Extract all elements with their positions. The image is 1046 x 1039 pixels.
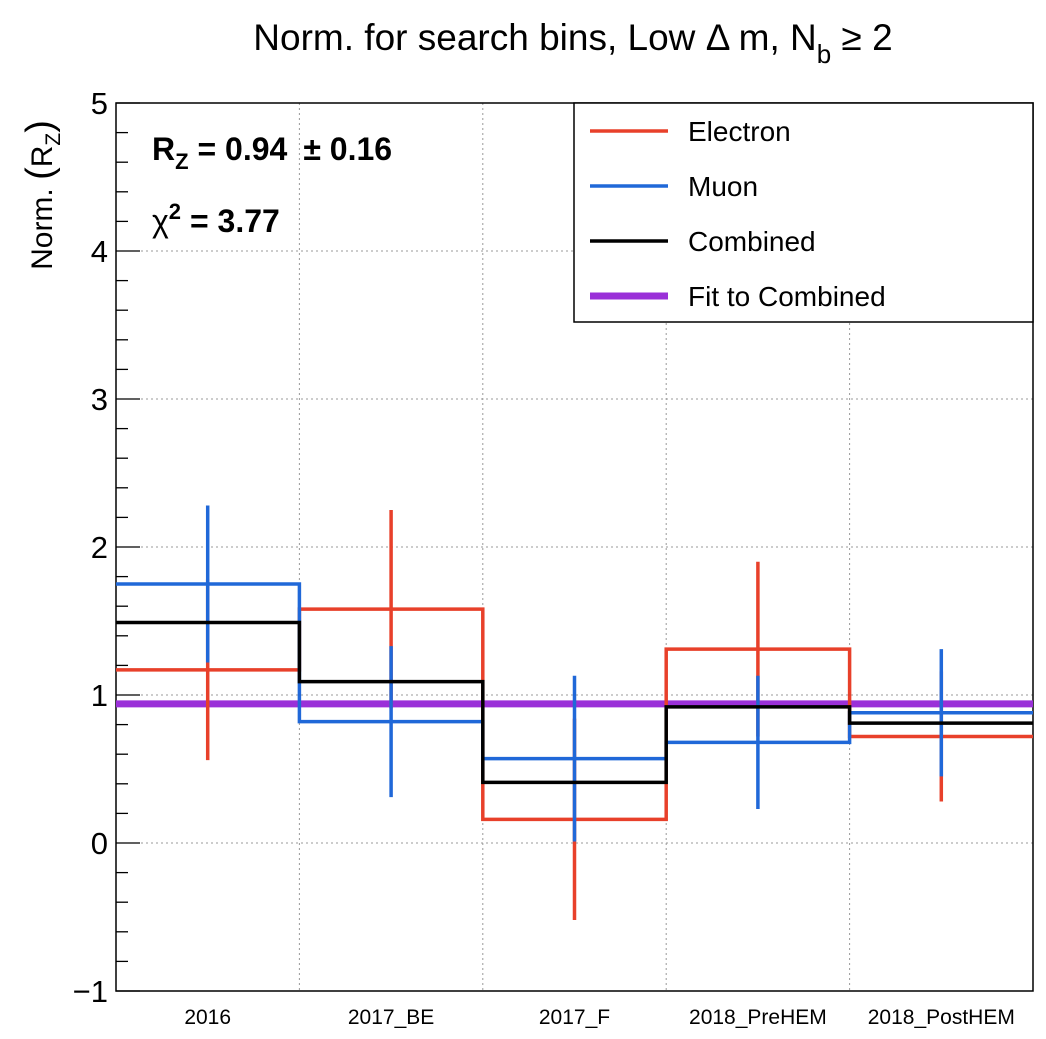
- legend: Electron Muon Combined Fit to Combined: [573, 102, 1034, 323]
- y-tick-label: 3: [91, 382, 108, 417]
- grid-lines: [116, 103, 1033, 991]
- y-tick-label: 2: [91, 530, 108, 565]
- y-tick-label: 1: [91, 678, 108, 713]
- y-tick-label: 5: [91, 86, 108, 121]
- x-tick-label: 2017_BE: [348, 1006, 434, 1029]
- legend-label-fit: Fit to Combined: [688, 281, 886, 312]
- x-tick-label: 2018_PreHEM: [689, 1006, 827, 1029]
- legend-label-muon: Muon: [688, 171, 758, 202]
- y-tick-label: 4: [91, 234, 108, 269]
- x-tick-label: 2018_PostHEM: [868, 1006, 1015, 1029]
- x-tick-label: 2017_F: [539, 1006, 610, 1029]
- data-series: [116, 505, 1033, 920]
- series-combined-step: [116, 620, 1033, 785]
- y-tick-label: 0: [91, 826, 108, 861]
- x-tick-label: 2016: [184, 1006, 231, 1029]
- legend-label-combined: Combined: [688, 226, 816, 257]
- rz-annotation: RZ = 0.94 ± 0.16: [152, 131, 392, 174]
- axes: −1 0 1 2 3 4 5 2016 2017_BE 2017_F 2018_PreHEM 2018…: [73, 86, 1034, 1029]
- legend-label-electron: Electron: [688, 116, 791, 147]
- y-axis-label: Norm. (RZ): [19, 120, 65, 270]
- chart-title: Norm. for search bins, Low Δ m, Nb ≥ 2: [253, 17, 892, 69]
- chi2-annotation: χ2 = 3.77: [152, 199, 280, 239]
- legend-box: [573, 102, 1034, 323]
- y-tick-label: −1: [73, 974, 108, 1009]
